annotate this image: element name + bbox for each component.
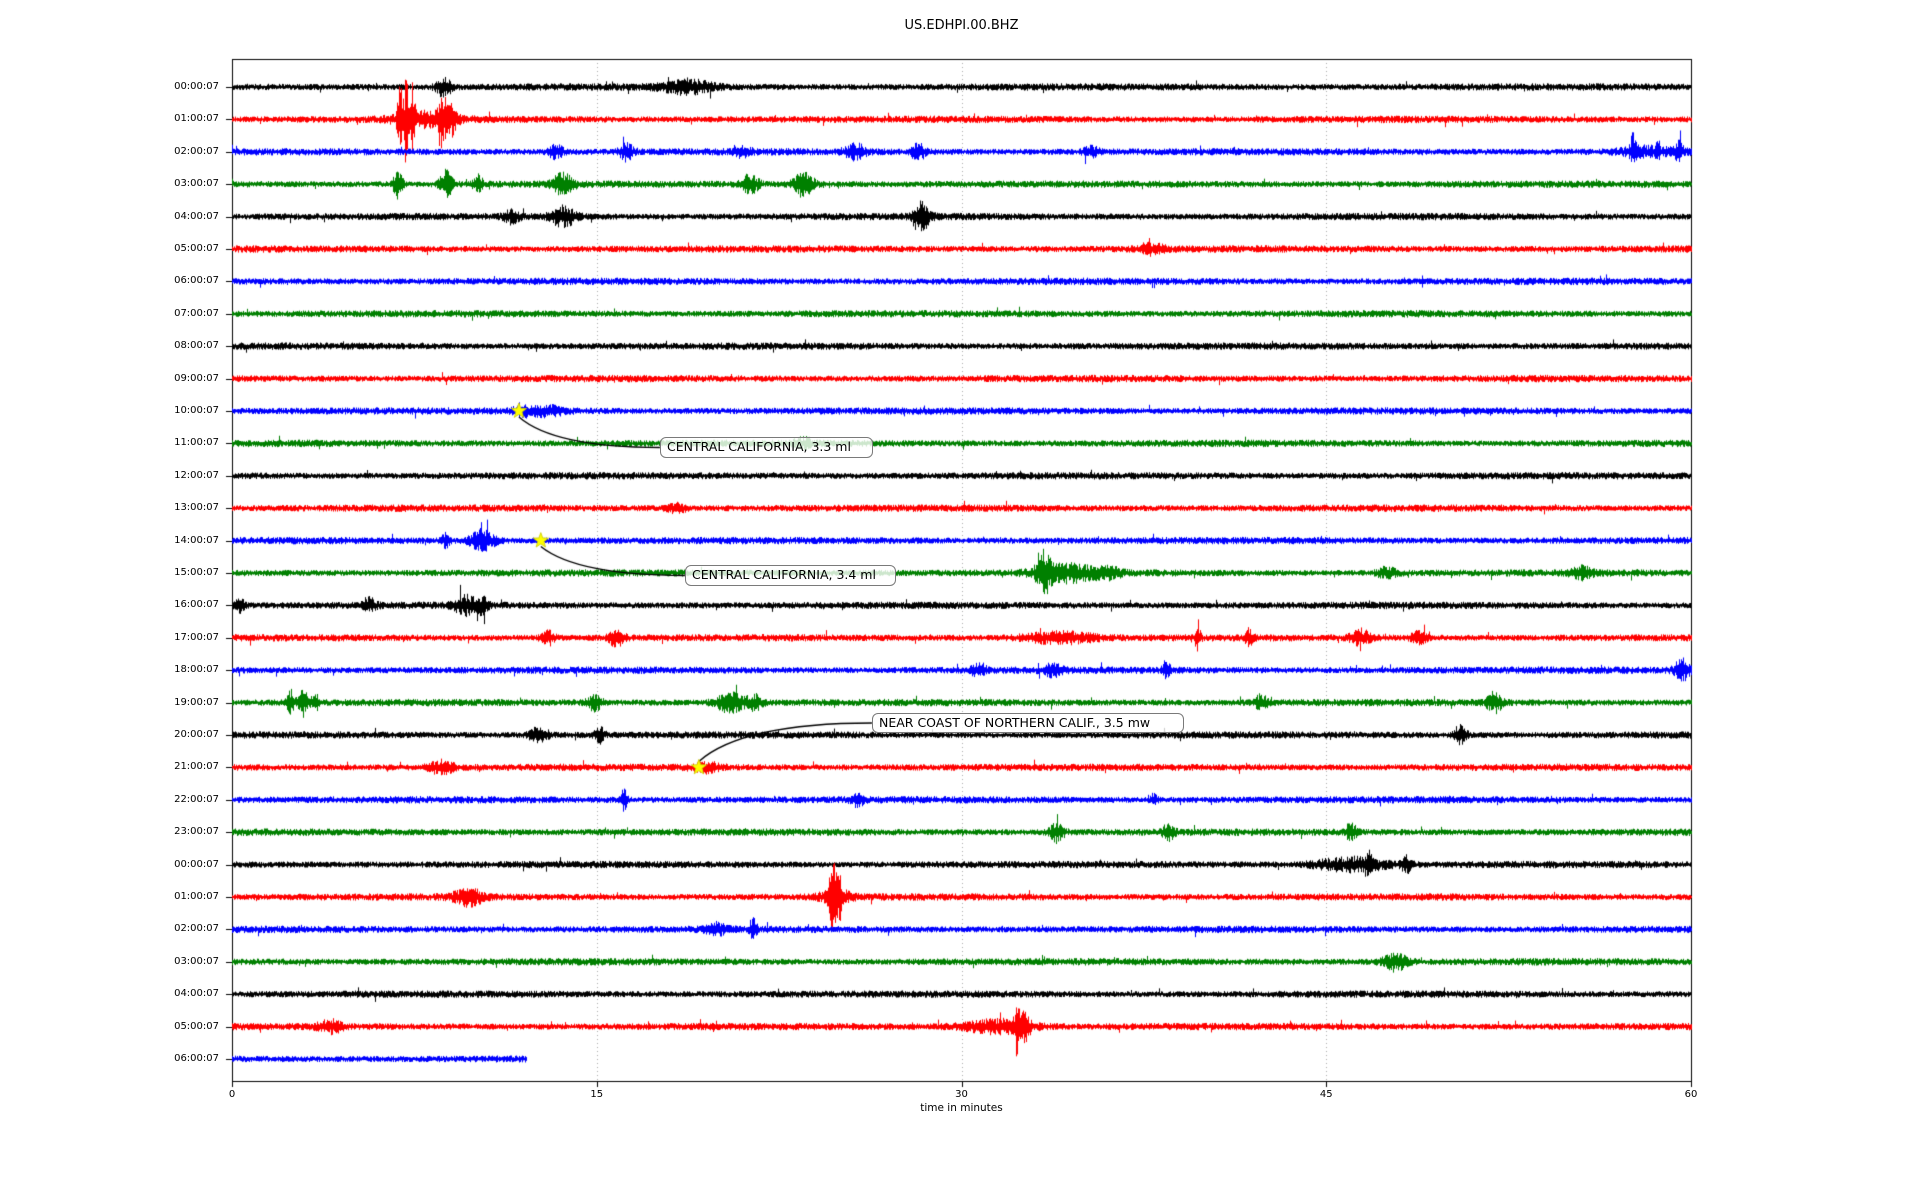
- y-tick-label: 01:00:07: [174, 891, 219, 902]
- event-annotation-label: NEAR COAST OF NORTHERN CALIF., 3.5 mw: [872, 713, 1184, 733]
- y-tick-label: 15:00:07: [174, 567, 219, 578]
- y-tick-label: 06:00:07: [174, 1053, 219, 1064]
- event-annotation-label: CENTRAL CALIFORNIA, 3.3 ml: [660, 437, 873, 458]
- y-tick-label: 02:00:07: [174, 145, 219, 157]
- x-tick-label: 45: [1319, 1089, 1333, 1100]
- y-tick-label: 07:00:07: [174, 307, 219, 319]
- y-tick-label: 16:00:07: [174, 599, 219, 611]
- y-tick-label: 14:00:07: [174, 534, 219, 546]
- x-tick-label: 0: [228, 1089, 236, 1100]
- y-tick-label: 08:00:07: [174, 340, 219, 352]
- y-tick-label: 02:00:07: [174, 923, 219, 935]
- y-tick-label: 23:00:07: [174, 826, 219, 838]
- y-tick-label: 06:00:07: [174, 275, 219, 287]
- y-tick-label: 03:00:07: [174, 955, 219, 967]
- x-tick-label: 15: [590, 1089, 604, 1100]
- y-tick-label: 05:00:07: [174, 1020, 219, 1032]
- y-tick-label: 21:00:07: [174, 761, 219, 773]
- y-tick-label: 19:00:07: [174, 696, 219, 708]
- y-tick-label: 03:00:07: [174, 178, 219, 190]
- y-tick-label: 18:00:07: [174, 664, 219, 676]
- y-tick-label: 01:00:07: [174, 113, 219, 125]
- y-tick-label: 04:00:07: [174, 210, 219, 222]
- y-tick-label: 00:00:07: [174, 81, 219, 92]
- y-tick-label: 10:00:07: [174, 405, 219, 416]
- y-tick-label: 04:00:07: [174, 988, 219, 1000]
- y-tick-label: 11:00:07: [174, 437, 219, 449]
- y-tick-label: 00:00:07: [174, 858, 219, 870]
- plot-title: US.EDHPI.00.BHZ: [904, 18, 1019, 33]
- x-tick-label: 30: [955, 1089, 968, 1100]
- event-annotation-label: CENTRAL CALIFORNIA, 3.4 ml: [685, 565, 896, 586]
- y-tick-label: 20:00:07: [174, 729, 219, 740]
- y-tick-label: 09:00:07: [174, 372, 219, 384]
- y-tick-label: 12:00:07: [174, 469, 219, 481]
- y-tick-label: 22:00:07: [174, 793, 219, 805]
- x-tick-label: 60: [1684, 1089, 1698, 1100]
- y-tick-label: 17:00:07: [174, 631, 219, 643]
- y-tick-label: 13:00:07: [174, 502, 219, 514]
- y-tick-label: 05:00:07: [174, 243, 219, 254]
- x-axis-label: time in minutes: [920, 1102, 1003, 1114]
